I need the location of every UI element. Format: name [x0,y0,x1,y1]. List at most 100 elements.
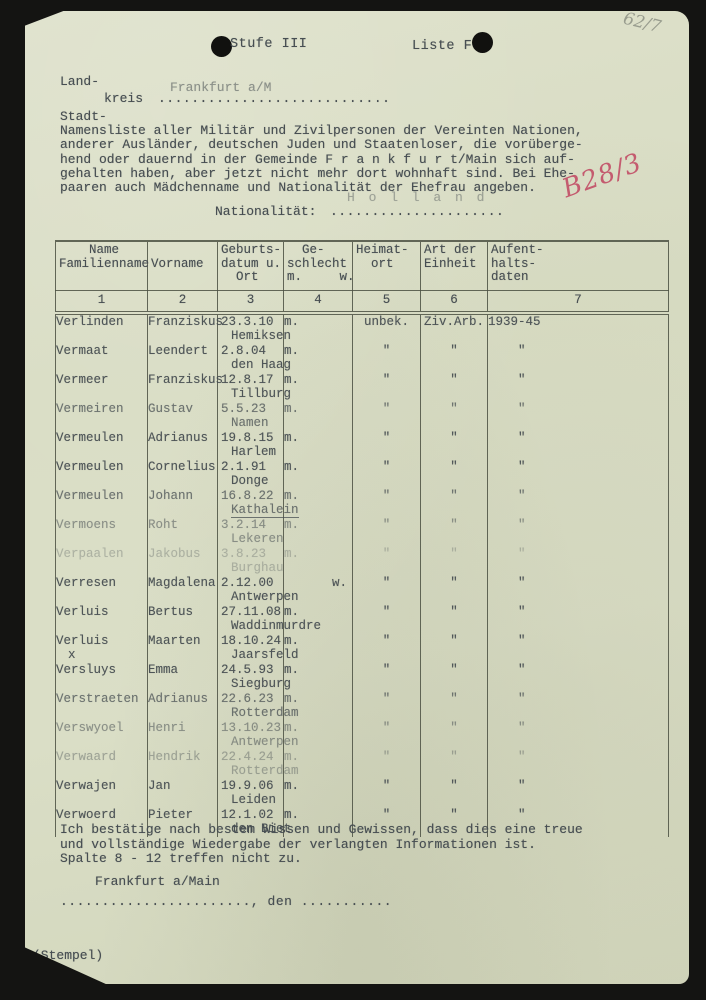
cell-aufenthaltsdaten: " [487,489,669,518]
persons-table: Name Familienname Vorname Geburts- datum… [55,240,669,837]
cell-vorname: Johann [147,489,218,518]
scan-corner-top-left [24,10,66,26]
cell-familienname: Verstraeten [55,692,148,721]
cell-heimatort: " [352,634,421,663]
cell-einheit: " [420,518,488,547]
cell-vorname: Franziskus [147,313,223,344]
land-label: Land- [60,74,100,89]
cell-geschlecht: m. [283,808,353,837]
header-geschlecht: Ge- schlecht m. w. [283,240,355,291]
kreis-value: Frankfurt a/M [170,80,272,95]
cell-familienname: Vermaat [55,344,148,373]
cell-familienname: Versluys [55,663,148,692]
header-einheit: Art der Einheit [420,240,488,291]
cell-familienname: Verpaalen [55,547,148,576]
table-row: Verpaalen Jakobus 3.8.23 Burghau m. " " " [55,547,669,576]
cell-heimatort: " [352,779,421,808]
cell-einheit: " [420,634,488,663]
cell-heimatort: " [352,344,421,373]
cell-einheit: " [420,750,488,779]
cell-familienname: Verswyoel [55,721,148,750]
column-number-row: 1 2 3 4 5 6 7 [55,290,669,315]
cell-geburtsdatum-ort: 12.1.02 den Biet [217,808,291,837]
cell-einheit: " [420,373,488,402]
cell-aufenthaltsdaten: " [487,605,669,634]
cell-vorname: Maarten [147,634,218,663]
cell-familienname: Verwoerd [55,808,148,837]
cell-geburtsdatum-ort: 2.1.91 Donge [217,460,284,489]
column-number: 4 [283,290,353,315]
table-row: Vermeulen Adrianus 19.8.15 Harlem m. " " " [55,431,669,460]
table-row: Verluis Bertus 27.11.08 Waddinmurdre m. " " " [55,605,669,634]
cell-heimatort: " [352,489,421,518]
header-familienname: Name Familienname [55,240,149,291]
header-heimatort: Heimat- ort [352,240,421,291]
column-number: 5 [352,290,421,315]
cell-geschlecht: w. [283,576,353,605]
cell-einheit: " [420,547,488,576]
column-number: 3 [217,290,284,315]
cell-geschlecht: m. [283,402,353,431]
cell-einheit: " [420,692,488,721]
cell-einheit: " [420,431,488,460]
cell-aufenthaltsdaten: " [487,402,669,431]
cell-geschlecht: m. [283,692,353,721]
table-row: Vermeiren Gustav 5.5.23 Namen m. " " " [55,402,669,431]
cell-vorname: Adrianus [147,431,218,460]
cell-aufenthaltsdaten: " [487,634,669,663]
cell-familienname: Verluis [55,605,148,634]
cell-geburtsdatum-ort: 5.5.23 Namen [217,402,284,431]
cell-heimatort: " [352,518,421,547]
cell-heimatort: " [352,402,421,431]
cell-familienname: Verresen [55,576,148,605]
cell-einheit: " [420,808,488,837]
cell-aufenthaltsdaten: " [487,373,669,402]
punch-hole-left [211,36,232,57]
column-number: 2 [147,290,218,315]
column-number: 6 [420,290,488,315]
cell-einheit: " [420,605,488,634]
nationality-label: Nationalität: [215,204,317,219]
cell-geburtsdatum-ort: 12.8.17 Tillburg [217,373,291,402]
cell-geburtsdatum-ort: 23.3.10 Hemiksen [217,313,291,344]
cell-aufenthaltsdaten: " [487,547,669,576]
table-row: Verwaard Hendrik 22.4.24 Rotterdam m. " " " [55,750,669,779]
cell-vorname: Bertus [147,605,218,634]
stamp-liste: Liste F [412,39,473,54]
table-row: Verswyoel Henri 13.10.23 Antwerpen m. " " " [55,721,669,750]
cell-geschlecht: m. [283,431,353,460]
nationality-value: H o l l a n d [347,190,488,205]
header-vorname: Vorname [147,240,218,291]
cell-heimatort: unbek. [352,313,421,344]
intro-paragraph: Namensliste aller Militär und Zivilperso… [60,123,583,196]
cell-geburtsdatum-ort: 18.10.24 Jaarsfeld [217,634,299,663]
cell-familienname: Vermoens [55,518,148,547]
cell-heimatort: " [352,663,421,692]
kreis-dotted-line: ............................ [158,91,391,106]
cell-aufenthaltsdaten: " [487,431,669,460]
cell-familienname: Vermeulen [55,431,148,460]
cell-heimatort: " [352,605,421,634]
cell-geburtsdatum-ort: 22.4.24 Rotterdam [217,750,299,779]
cell-familienname: Vermeulen [55,489,148,518]
cell-vorname: Jan [147,779,218,808]
cell-familienname: Vermeulen [55,460,148,489]
cell-familienname: Vermeer [55,373,148,402]
stadt-label: Stadt- [60,109,107,124]
cell-aufenthaltsdaten: 1939-45 [487,313,669,344]
table-body: Verlinden Franziskus 23.3.10 Hemiksen m. unbe… [55,313,669,837]
column-number: 1 [55,290,148,315]
cell-geschlecht: m. [283,518,353,547]
cell-aufenthaltsdaten: " [487,750,669,779]
table-row: Versluys Emma 24.5.93 Siegburg m. " " " [55,663,669,692]
row-note: x [68,647,76,662]
cell-geburtsdatum-ort: 27.11.08 Waddinmurdre [217,605,321,634]
table-row: Verluis x Maarten 18.10.24 Jaarsfeld m. " " " [55,634,669,663]
cell-vorname: Adrianus [147,692,218,721]
signature-line: ......................., den ........... [60,894,393,909]
declaration: Ich bestätige nach bestem Wissen und Gew… [60,822,583,867]
kreis-label: kreis [104,91,144,106]
header-aufenthaltsdaten: Aufent- halts- daten [487,240,669,291]
cell-heimatort: " [352,750,421,779]
table-row: Verlinden Franziskus 23.3.10 Hemiksen m. unbe… [55,313,669,344]
